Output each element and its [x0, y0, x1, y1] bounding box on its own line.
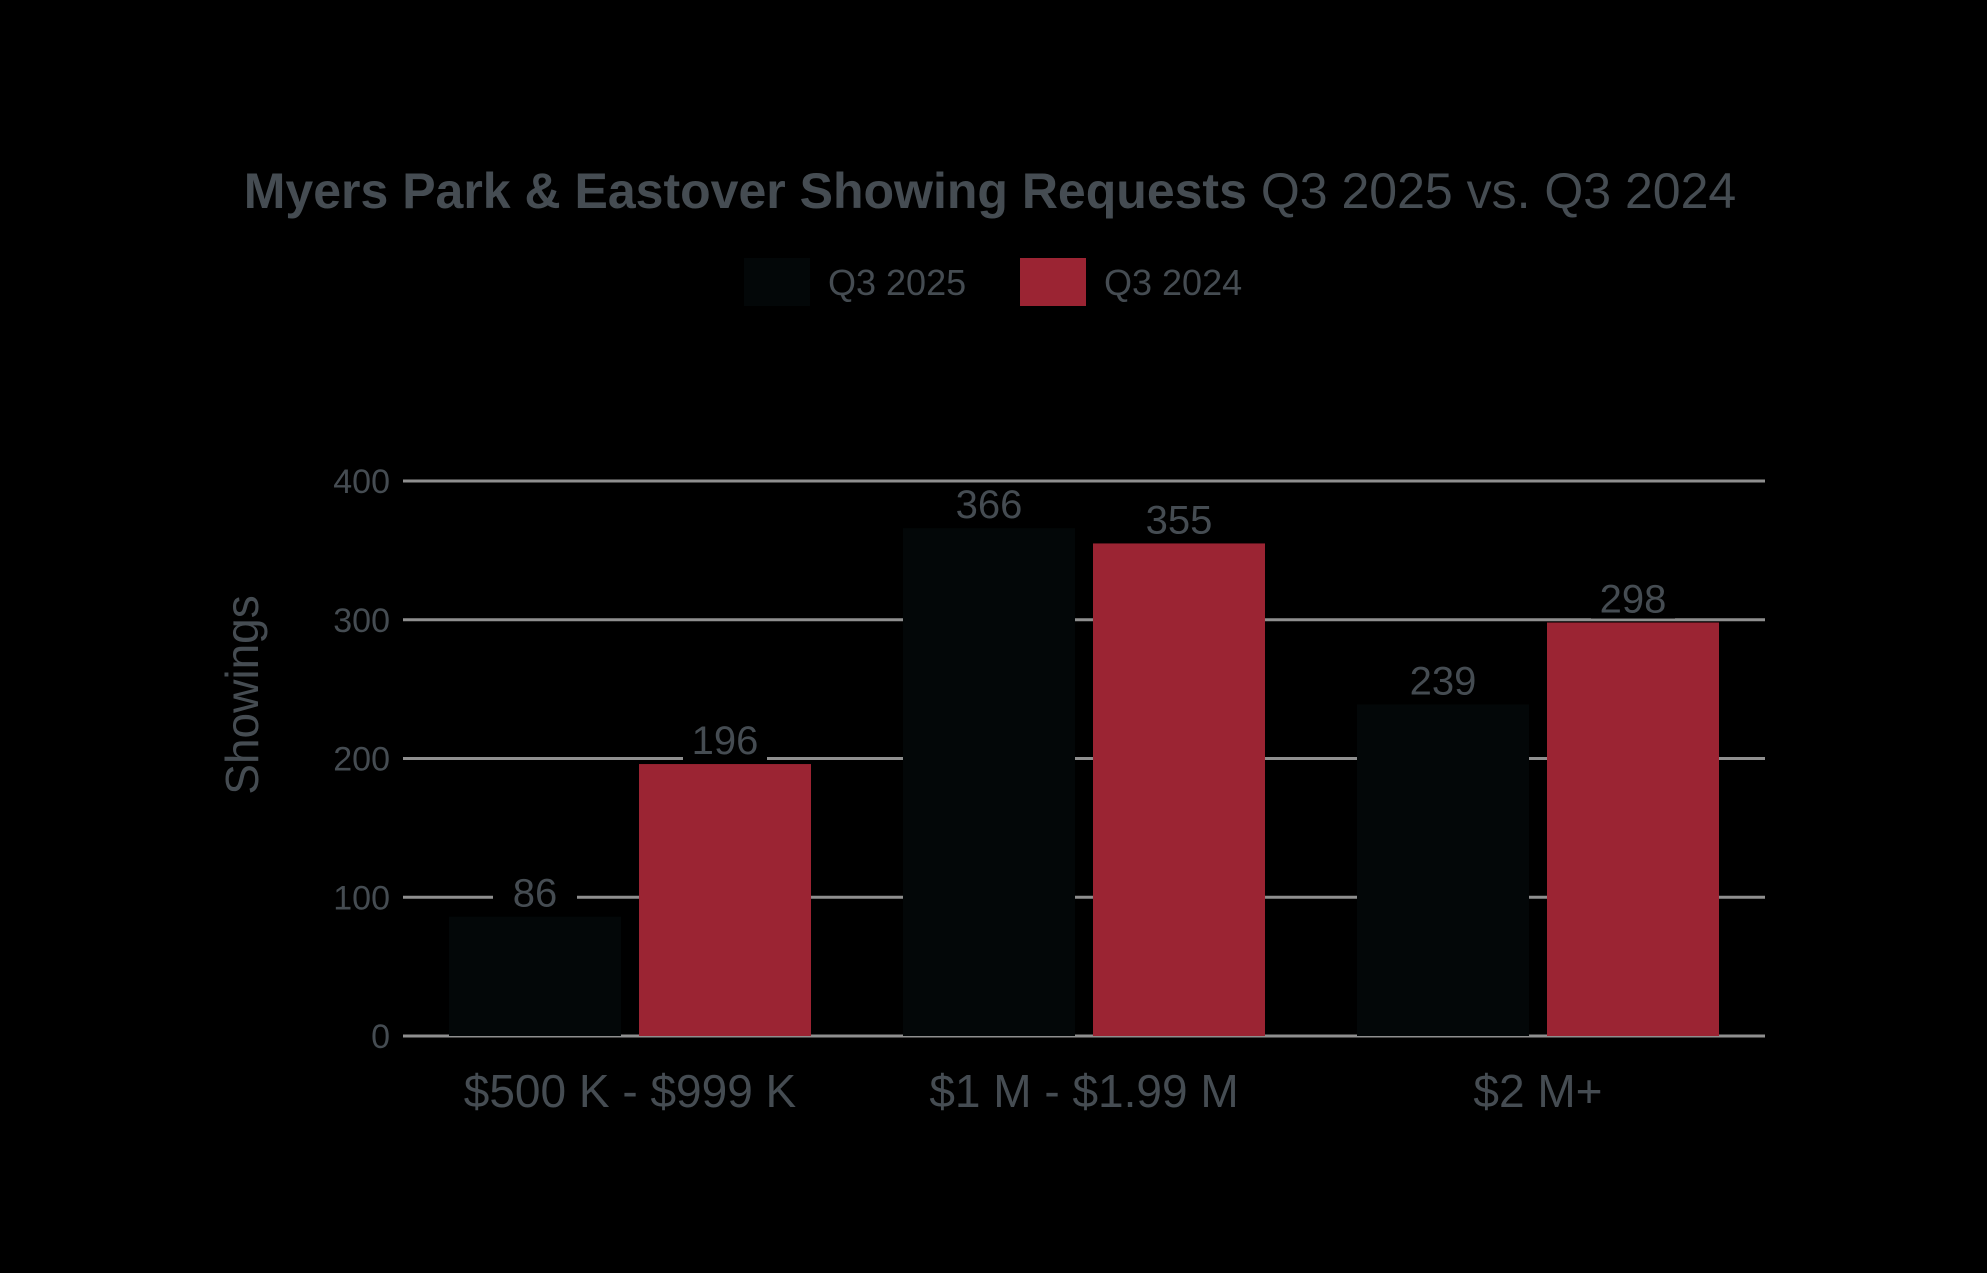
- y-axis-ticks: 0 100 200 300 400: [333, 463, 390, 1056]
- data-label: 196: [692, 719, 759, 763]
- data-label: 86: [513, 872, 558, 916]
- y-tick-label: 400: [333, 463, 390, 501]
- legend-swatch: [744, 258, 810, 306]
- x-tick-label: $2 M+: [1473, 1065, 1602, 1117]
- data-label: 355: [1146, 498, 1213, 542]
- y-tick-label: 0: [371, 1018, 390, 1056]
- legend: Q3 2025 Q3 2024: [744, 258, 1242, 306]
- data-label: 298: [1600, 578, 1667, 622]
- bar: [1547, 622, 1719, 1036]
- bars: [449, 528, 1719, 1036]
- data-label-backdrop: [1137, 499, 1221, 540]
- legend-label: Q3 2024: [1104, 262, 1242, 303]
- data-label: 239: [1410, 659, 1477, 703]
- bar: [639, 764, 811, 1036]
- chart-title-rest: Q3 2025 vs. Q3 2024: [1261, 163, 1736, 219]
- bar: [449, 916, 621, 1036]
- chart-title: Myers Park & Eastover Showing Requests Q3…: [244, 163, 1736, 219]
- x-tick-label: $500 K - $999 K: [464, 1065, 797, 1117]
- legend-swatch: [1020, 258, 1086, 306]
- x-axis-ticks: $500 K - $999 K $1 M - $1.99 M $2 M+: [464, 1065, 1603, 1117]
- data-labels: 86 196 366 355 239 298: [493, 483, 1675, 916]
- y-tick-label: 300: [333, 602, 390, 640]
- data-label-backdrop: [1401, 660, 1485, 701]
- gridlines: [403, 479, 1765, 1038]
- y-axis-label: Showings: [216, 595, 268, 794]
- data-label: 366: [956, 483, 1023, 527]
- x-tick-label: $1 M - $1.99 M: [929, 1065, 1238, 1117]
- data-label-backdrop: [493, 872, 577, 913]
- chart-title-bold: Myers Park & Eastover Showing Requests: [244, 163, 1247, 219]
- bar: [1357, 704, 1529, 1036]
- data-label-backdrop: [947, 484, 1031, 525]
- y-tick-label: 200: [333, 741, 390, 779]
- data-label-backdrop: [1591, 578, 1675, 619]
- bar: [1093, 543, 1265, 1036]
- y-tick-label: 100: [333, 879, 390, 917]
- bar: [903, 528, 1075, 1036]
- data-label-backdrop: [683, 720, 767, 761]
- legend-label: Q3 2025: [828, 262, 966, 303]
